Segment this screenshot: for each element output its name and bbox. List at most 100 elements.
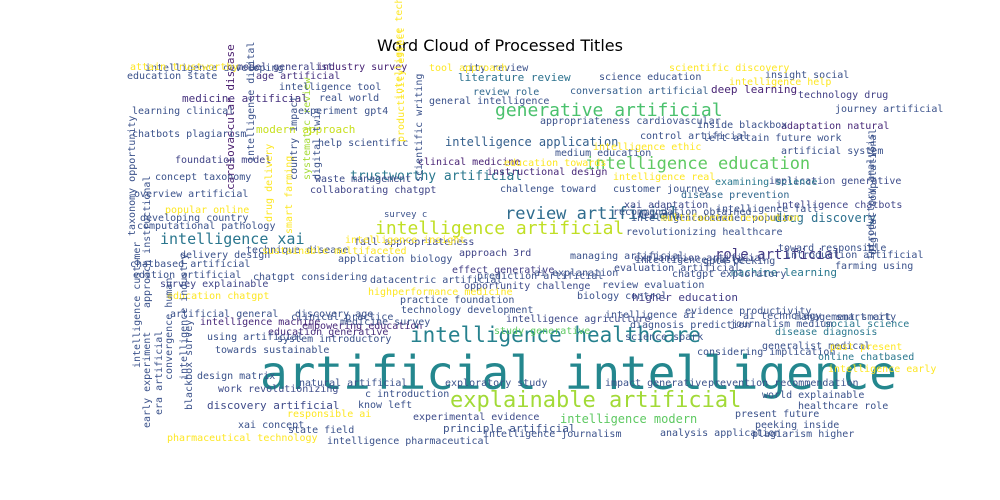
cloud-word: era artificial — [154, 330, 165, 415]
cloud-word: intelligence artificial — [375, 218, 625, 239]
cloud-word: modern approach — [256, 123, 356, 136]
cloud-word: pharmaceutical technology — [167, 433, 318, 444]
cloud-word: real world — [319, 93, 380, 104]
cloud-word: work revolutionizing — [218, 384, 339, 395]
cloud-word: datacentric artificial — [370, 275, 503, 286]
cloud-word: review artificial — [505, 204, 679, 224]
cloud-word: study generative — [494, 326, 591, 337]
cloud-word: disease diagnosis — [775, 327, 878, 338]
word-cloud: artificial intelligence explainable artif… — [125, 0, 943, 447]
cloud-word: chatgpt considering — [253, 272, 368, 283]
cloud-word: natural artificial — [299, 378, 408, 389]
cloud-word: discovery artificial — [207, 399, 340, 412]
cloud-word: xai adaptation — [624, 200, 709, 211]
cloud-word: country impact — [289, 95, 300, 180]
cloud-word: trustworthy artificial — [350, 169, 523, 184]
cloud-word: literature review — [458, 71, 571, 84]
cloud-word: education towards — [504, 158, 607, 169]
cloud-word: education chatgpt — [167, 291, 270, 302]
cloud-word: biology control — [577, 291, 668, 302]
cloud-word: developing country — [140, 213, 249, 224]
cloud-word: medicine artificial — [182, 92, 308, 105]
cloud-word: toward responsible — [778, 243, 887, 254]
cloud-word: model generalist — [237, 62, 334, 73]
cloud-word: technology development — [401, 305, 534, 316]
cloud-word: new era — [638, 210, 681, 221]
cloud-word: early experiment — [142, 331, 153, 428]
cloud-word: generalist medical — [762, 341, 871, 352]
cloud-word: towards sustainable — [215, 345, 330, 356]
cloud-word: discovery age — [295, 309, 374, 320]
cloud-word: technology drug — [798, 90, 889, 101]
cloud-word: implication generative — [769, 176, 902, 187]
cloud-word: introduction artificial — [785, 250, 924, 261]
cloud-word: recommendation obtained — [613, 207, 752, 218]
cloud-word: application biology — [338, 254, 453, 265]
cloud-word: edition artificial — [133, 270, 242, 281]
cloud-word: survey c — [384, 210, 428, 220]
cloud-word: explanation artificial — [634, 253, 767, 264]
cloud-word: opportunity challenge — [464, 281, 591, 292]
cloud-word: artificial general — [170, 309, 279, 320]
cloud-word: intelligence application — [445, 135, 619, 149]
cloud-word: chatgpt exploratory — [672, 269, 787, 280]
cloud-word: blackbox survey — [184, 319, 195, 410]
cloud-word: intelligence machine — [200, 317, 321, 328]
cloud-word: intelligence xai — [160, 230, 305, 248]
cloud-word: intelligence ethic — [593, 142, 702, 153]
cloud-word: present future — [735, 409, 820, 420]
cloud-word: city review — [462, 63, 529, 74]
cloud-word: clinical practice — [291, 312, 394, 323]
cloud-word: intelligence education — [585, 154, 811, 174]
cloud-word: obtained popular — [698, 213, 795, 224]
cloud-word: scientific discovery — [669, 63, 790, 74]
cloud-word: age artificial — [256, 71, 341, 82]
cloud-word: intelligence developing — [145, 63, 284, 74]
cloud-word: explainable artificial — [450, 388, 742, 413]
cloud-word: sustainable multifaceted — [262, 246, 407, 257]
cloud-word: general intelligence — [429, 96, 550, 107]
cloud-word: highperformance medicine — [368, 287, 513, 298]
cloud-word: c introduction — [365, 389, 450, 400]
cloud-word: left attain future work — [703, 133, 842, 144]
cloud-word: instructional design — [487, 167, 608, 178]
cloud-word: effect generative — [452, 265, 555, 276]
cloud-word: intelligence modern — [560, 412, 698, 426]
cloud-word: science spark — [625, 332, 704, 343]
cloud-word: collaborating chatgpt — [310, 185, 437, 196]
cloud-word: fall appropriateness — [354, 237, 475, 248]
cloud-word: approach instructional — [142, 175, 153, 308]
cloud-word: xai concept — [238, 420, 305, 431]
cloud-word: intelligence new — [631, 213, 728, 224]
cloud-word: intelligence ai — [605, 310, 696, 321]
cloud-word: science education — [599, 72, 702, 83]
cloud-word: generative artificial — [495, 100, 723, 121]
cloud-word: world explainable — [762, 390, 865, 401]
cloud-word: introductory analysis — [866, 133, 877, 260]
cloud-word: intelligence fall — [716, 204, 819, 215]
cloud-word: past present — [830, 342, 903, 353]
cloud-word: tool approach — [429, 63, 508, 74]
cloud-word: industry survey — [317, 62, 408, 73]
cloud-word: experiment gpt4 — [298, 106, 389, 117]
cloud-word: education state — [127, 71, 218, 82]
cloud-word: peeking inside — [755, 420, 840, 431]
cloud-word: medicine survey — [340, 317, 431, 328]
cloud-word: learning clinical — [132, 106, 235, 117]
cloud-word: revolutionizing healthcare — [626, 227, 783, 238]
cloud-word: ai explanation — [534, 268, 619, 279]
cloud-word: popular online — [165, 205, 250, 216]
cloud-word: using artificial — [207, 332, 304, 343]
cloud-word: clinical medicine — [418, 157, 521, 168]
cloud-word: responsible ai — [287, 409, 372, 420]
cloud-word: inside blackbox — [697, 120, 788, 131]
cloud-word: drug discovery — [775, 211, 877, 225]
cloud-word: drug delivery — [264, 143, 275, 222]
cloud-word: overview artificial — [134, 189, 249, 200]
cloud-word: chatbots plagiarism — [132, 129, 247, 140]
cloud-word: technique disease — [246, 245, 349, 256]
cloud-word: management smart — [795, 312, 892, 323]
cloud-word: considering implication — [697, 347, 836, 358]
cloud-word: adaptation natural — [781, 121, 890, 132]
cloud-word: ai technology — [743, 311, 822, 322]
